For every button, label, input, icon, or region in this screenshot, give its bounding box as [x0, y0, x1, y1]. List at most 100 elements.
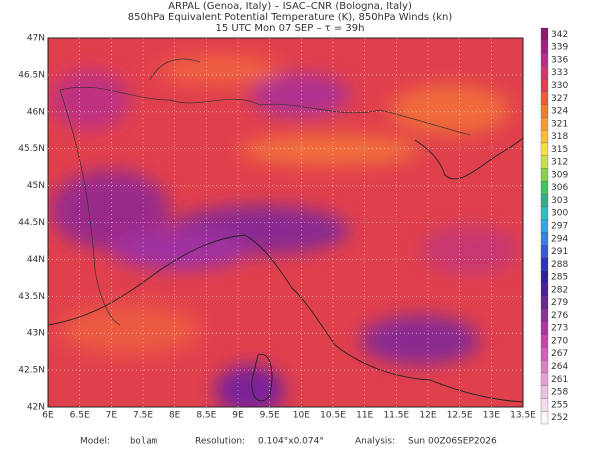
lon-label: 11E [356, 411, 373, 421]
title-line: 15 UTC Mon 07 SEP – τ = 39h [216, 23, 365, 34]
colorbar-swatch [540, 359, 549, 374]
lat-label: 45N [27, 181, 45, 191]
lat-label: 47N [27, 34, 45, 44]
colorbar-swatch [540, 219, 549, 233]
lon-label: 8.5E [196, 411, 216, 421]
colorbar-swatch [540, 245, 549, 259]
lon-label: 10E [293, 411, 310, 421]
colorbar-swatch [540, 347, 549, 361]
colorbar-label: 279 [551, 298, 568, 308]
colorbar-label: 300 [551, 209, 568, 219]
footer-value: Sun 00Z06SEP2026 [408, 437, 497, 447]
colorbar-swatch [540, 181, 549, 195]
lon-label: 12E [419, 411, 436, 421]
colorbar-label: 318 [551, 132, 568, 142]
colorbar-swatch [540, 78, 549, 93]
colorbar-swatch [540, 411, 549, 425]
colorbar-label: 252 [551, 413, 568, 423]
colorbar-label: 336 [551, 55, 568, 65]
colorbar-swatch [540, 321, 549, 335]
colorbar-label: 321 [551, 119, 568, 129]
colorbar-swatch [540, 385, 549, 399]
colorbar-swatch [540, 27, 549, 41]
lat-label: 45.5N [18, 144, 45, 154]
footer-label: Model: [80, 437, 110, 447]
colorbar-swatch [540, 117, 549, 131]
colorbar-label: 306 [551, 183, 568, 193]
colorbar-swatch [540, 91, 549, 105]
colorbar-swatch [540, 168, 549, 182]
colorbar-swatch [540, 308, 549, 322]
lon-label: 7E [106, 411, 118, 421]
colorbar-label: 303 [551, 196, 568, 206]
colorbar-swatch [540, 296, 549, 310]
colorbar-label: 297 [551, 222, 568, 232]
colorbar-label: 267 [551, 349, 568, 359]
lat-label: 46.5N [18, 70, 45, 80]
colorbar-label: 258 [551, 388, 568, 398]
colorbar-label: 339 [551, 43, 568, 53]
lon-label: 12.5E [447, 411, 473, 421]
footer-value: bolam [130, 437, 157, 447]
colorbar-swatch [540, 142, 549, 156]
lon-label: 9.5E [260, 411, 280, 421]
lon-label: 7.5E [133, 411, 153, 421]
footer-label: Analysis: [355, 437, 395, 447]
colorbar-label: 261 [551, 375, 568, 385]
lon-label: 9E [232, 411, 244, 421]
colorbar-label: 285 [551, 273, 568, 283]
colorbar-swatch [540, 232, 549, 246]
colorbar-swatch [540, 130, 549, 144]
colorbar-label: 324 [551, 107, 568, 117]
lon-label: 6.5E [70, 411, 90, 421]
colorbar-label: 282 [551, 285, 568, 295]
lat-label: 43.5N [18, 292, 45, 302]
lat-label: 46N [27, 107, 45, 117]
colorbar-label: 309 [551, 170, 568, 180]
lat-label: 43N [27, 329, 45, 339]
colorbar-label: 315 [551, 145, 568, 155]
map-field [48, 38, 523, 407]
lat-label: 44.5N [18, 218, 45, 228]
lon-label: 8E [169, 411, 181, 421]
colorbar-swatch [540, 104, 549, 118]
colorbar-label: 342 [551, 30, 568, 40]
colorbar-swatch [540, 53, 549, 67]
colorbar-label: 291 [551, 247, 568, 257]
title-line: 850hPa Equivalent Potential Temperature … [128, 12, 453, 23]
footer-value: 0.104°x0.074° [258, 437, 324, 447]
colorbar-swatch [540, 283, 549, 297]
lon-label: 13E [483, 411, 500, 421]
colorbar-label: 273 [551, 324, 568, 334]
colorbar-label: 333 [551, 68, 568, 78]
colorbar-swatch [540, 40, 549, 54]
lat-label: 44N [27, 255, 45, 265]
lon-label: 6E [42, 411, 54, 421]
colorbar-swatch [540, 155, 549, 169]
colorbar-swatch [540, 66, 549, 80]
lon-label: 13.5E [510, 411, 536, 421]
colorbar-swatch [540, 398, 549, 412]
colorbar-swatch [540, 257, 549, 271]
footer-label: Resolution: [195, 437, 245, 447]
lon-label: 10.5E [320, 411, 346, 421]
colorbar-swatch [540, 270, 549, 284]
colorbar-swatch [540, 206, 549, 220]
lat-label: 42N [27, 403, 45, 413]
colorbar-label: 255 [551, 400, 568, 410]
colorbar-label: 270 [551, 336, 568, 346]
colorbar-label: 294 [551, 234, 568, 244]
title-line: ARPAL (Genoa, Italy) – ISAC–CNR (Bologna… [168, 1, 412, 12]
colorbar-swatch [540, 193, 549, 207]
colorbar-label: 276 [551, 311, 568, 321]
colorbar-label: 327 [551, 94, 568, 104]
lat-label: 42.5N [18, 366, 45, 376]
colorbar-label: 264 [551, 362, 568, 372]
colorbar-label: 330 [551, 81, 568, 91]
colorbar-swatch [540, 334, 549, 348]
colorbar-label: 288 [551, 260, 568, 270]
colorbar-swatch [540, 372, 549, 386]
lon-label: 11.5E [383, 411, 409, 421]
colorbar-label: 312 [551, 158, 568, 168]
